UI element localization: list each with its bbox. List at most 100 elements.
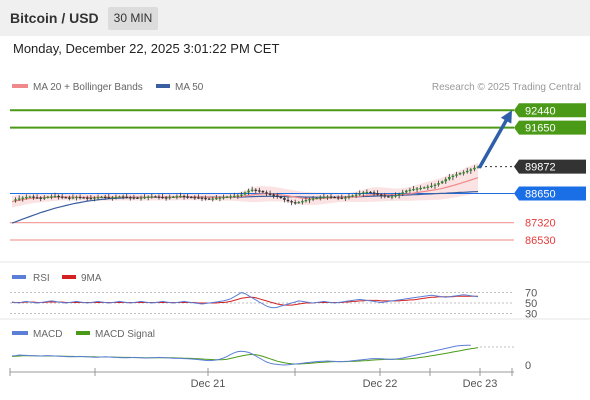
macd-line — [11, 344, 471, 366]
candle-body — [114, 196, 118, 199]
candle-body — [60, 196, 64, 198]
candle-body — [444, 179, 448, 182]
candle-body — [89, 198, 93, 200]
candle-body — [143, 197, 146, 199]
candle-body — [268, 193, 272, 195]
candle-body — [193, 197, 197, 199]
candle-body — [150, 196, 154, 198]
level-label-87320: 87320 — [525, 218, 556, 230]
candle-body — [254, 189, 258, 191]
x-axis: Dec 21 Dec 22 Dec 23 — [9, 368, 514, 390]
macd-plot: 0 — [11, 344, 531, 372]
candle-body — [258, 190, 261, 192]
candle-body — [437, 183, 440, 185]
candle-body — [222, 197, 225, 199]
candle-body — [308, 199, 311, 201]
candle-body — [46, 196, 50, 198]
candle-body — [304, 200, 308, 202]
candle-body — [128, 197, 132, 199]
candle-body — [376, 193, 379, 195]
candle-body — [415, 188, 419, 190]
candle-body — [322, 196, 326, 198]
candle-body — [225, 196, 229, 198]
candle-body — [200, 197, 204, 199]
rsi-ma-legend-label: 9MA — [81, 273, 102, 284]
candle-body — [85, 197, 89, 199]
ma50-legend-label: MA 50 — [175, 82, 204, 93]
macd-legend: MACD MACD Signal — [12, 329, 155, 340]
candle-body — [379, 194, 383, 196]
candle-body — [68, 197, 71, 199]
candle-body — [14, 199, 17, 201]
candle-body — [279, 196, 283, 199]
candle-body — [311, 198, 315, 200]
candle-body — [240, 194, 243, 196]
candle-body — [405, 190, 408, 193]
candle-body — [125, 196, 129, 198]
level-tag-92440 — [514, 103, 586, 118]
candle-body — [50, 196, 53, 198]
candle-body — [218, 197, 222, 199]
candle-body — [64, 197, 68, 199]
macd-signal-legend-label: MACD Signal — [95, 329, 155, 340]
candle-body — [186, 196, 189, 198]
candle-body — [451, 175, 455, 177]
candle-body — [476, 166, 480, 168]
timeframe-badge[interactable]: 30 MIN — [108, 7, 158, 30]
candle-body — [118, 196, 121, 198]
rsi-legend: RSI 9MA — [12, 273, 102, 284]
macd-zero-label: 0 — [525, 360, 531, 372]
candle-body — [107, 197, 111, 199]
candle-body — [204, 198, 207, 200]
candle-body — [286, 199, 290, 202]
ma20-legend-label: MA 20 + Bollinger Bands — [33, 82, 143, 93]
candle-body — [243, 192, 247, 195]
rsi-level-label-50: 50 — [525, 298, 537, 310]
candle-body — [189, 196, 193, 199]
candle-body — [326, 196, 329, 198]
candle-body — [182, 195, 186, 198]
rsi-legend-swatch — [12, 275, 26, 279]
candle-body — [344, 197, 347, 199]
forecast-arrow-head — [500, 110, 512, 124]
candle-body — [103, 196, 107, 198]
candle-body — [272, 194, 275, 196]
candle-body — [340, 197, 344, 199]
candle-body — [419, 187, 422, 190]
price-plot — [10, 109, 514, 241]
candle-body — [387, 196, 390, 198]
candle-body — [215, 198, 218, 200]
candle-body — [293, 202, 297, 204]
candle-body — [75, 196, 78, 199]
level-labels: 92440 91650 89872 88650 87320 86530 — [514, 103, 586, 247]
candle-body — [39, 197, 42, 199]
candle-body — [93, 197, 96, 199]
level-label-86530: 86530 — [525, 235, 556, 247]
candle-body — [333, 196, 336, 199]
candle-body — [465, 170, 469, 173]
candle-body — [261, 191, 265, 193]
header-bar: Bitcoin / USD 30 MIN — [0, 0, 590, 36]
candle-body — [397, 194, 401, 196]
candle-body — [297, 202, 301, 204]
candle-body — [21, 197, 25, 199]
candle-body — [229, 196, 232, 198]
candle-body — [100, 196, 103, 198]
candle-body — [365, 191, 369, 194]
candle-body — [17, 198, 21, 200]
level-label-91650: 91650 — [525, 123, 556, 135]
credit-text: Research © 2025 Trading Central — [432, 82, 581, 93]
candle-body — [172, 196, 175, 198]
candle-body — [426, 186, 430, 188]
candle-body — [179, 195, 182, 198]
rsi-level-label-30: 30 — [525, 308, 537, 320]
candle-body — [275, 195, 279, 197]
rsi-ma-line — [12, 295, 478, 306]
candle-body — [157, 196, 161, 198]
macd-legend-swatch — [12, 331, 28, 335]
candle-body — [329, 196, 333, 198]
candle-body — [265, 192, 268, 194]
candle-body — [318, 197, 322, 199]
